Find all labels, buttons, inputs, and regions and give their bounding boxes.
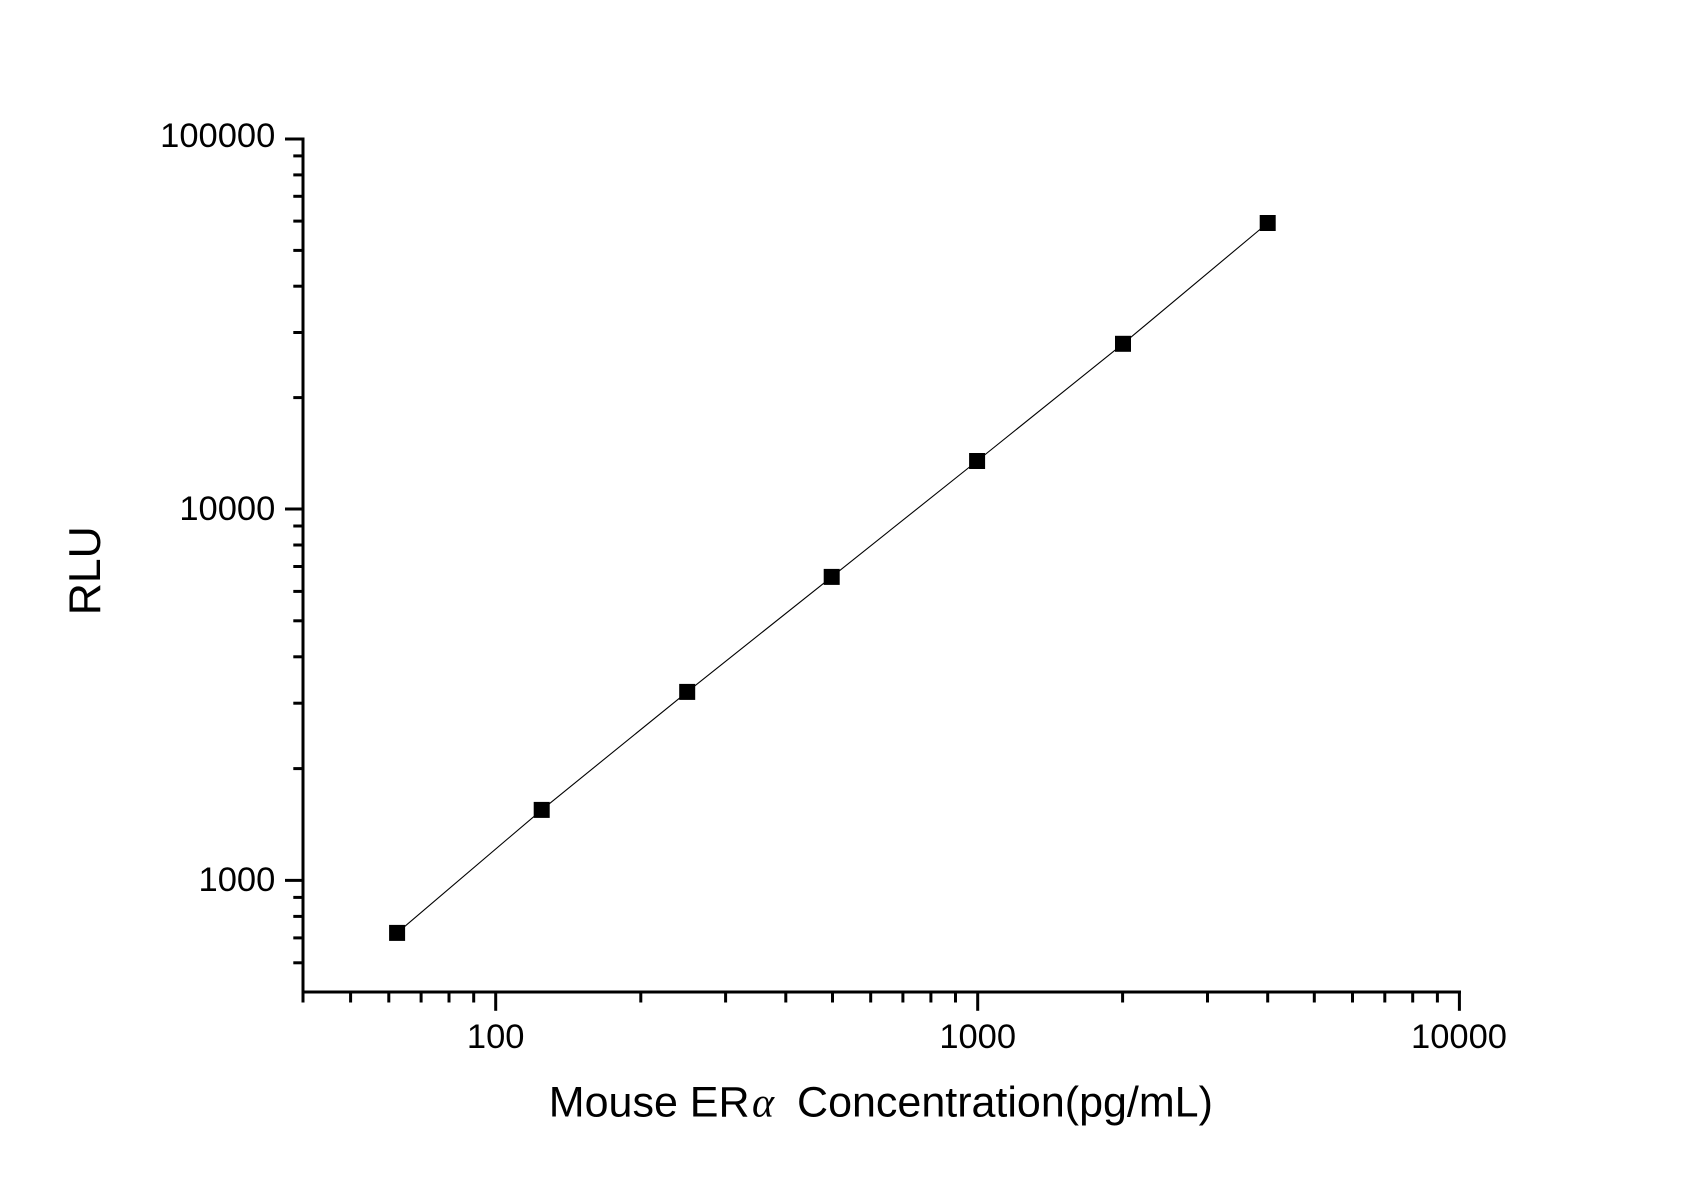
- svg-text:10000: 10000: [1411, 1018, 1507, 1056]
- svg-text:100000: 100000: [160, 117, 275, 155]
- svg-text:10000: 10000: [179, 490, 275, 528]
- svg-text:100: 100: [467, 1018, 525, 1056]
- svg-text:RLU: RLU: [61, 526, 110, 615]
- svg-text:1000: 1000: [199, 861, 276, 899]
- svg-text:1000: 1000: [939, 1018, 1016, 1056]
- svg-text:Mouse ERα Concentration(pg/mL): Mouse ERα Concentration(pg/mL): [549, 1078, 1213, 1126]
